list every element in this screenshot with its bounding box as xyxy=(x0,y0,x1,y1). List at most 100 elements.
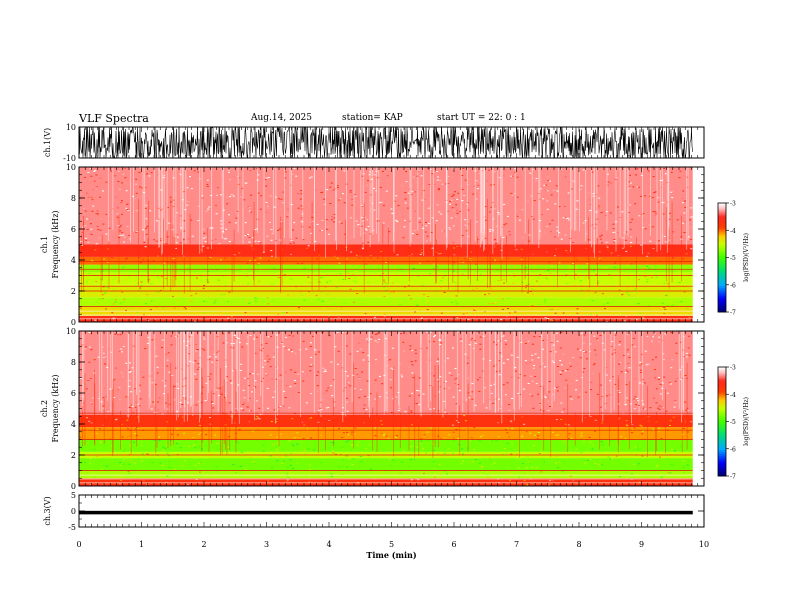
ch2-spectrogram-speckle xyxy=(529,361,532,363)
ch1-spectrogram-speckle xyxy=(193,170,196,172)
ch1-spectrogram-speckle xyxy=(546,288,549,289)
ch2-spectrogram-speckle xyxy=(521,416,524,418)
ch2-spectrogram-speckle xyxy=(590,389,593,391)
ch1-spectrogram-speckle xyxy=(466,279,469,281)
ch1-spectrogram-speckle xyxy=(96,225,99,227)
ch2-spectrogram-speckle xyxy=(688,335,691,337)
ch2-spectrogram-speckle xyxy=(624,472,627,474)
ch1-spectrogram-speckle xyxy=(235,217,238,219)
ch2-colorbar-label: log(PSD)(V²/Hz) xyxy=(743,397,750,446)
y-tick-label: 0 xyxy=(71,507,76,516)
ch2-spectrogram-speckle xyxy=(121,441,124,443)
ch2-spectrogram-speckle xyxy=(230,420,233,422)
ch2-spectrogram-speckle xyxy=(657,430,660,432)
ch1-spectrogram-speckle xyxy=(125,309,127,311)
ch2-spectrogram-speckle xyxy=(344,371,347,372)
ch1-spectrogram-speckle xyxy=(550,303,553,305)
ch2-spectrogram-speckle xyxy=(568,433,571,435)
ch2-spectrogram-speckle xyxy=(251,430,254,432)
ch2-colorbar-tick-label: -6 xyxy=(730,446,736,453)
ch2-spectrogram-speckle xyxy=(426,347,429,349)
ch2-spectrogram-speckle xyxy=(415,403,418,405)
ch2-spectrogram-speckle xyxy=(129,370,132,372)
ch1-spectrogram-speckle xyxy=(270,261,273,263)
ch1-spectrogram-speckle xyxy=(456,246,459,247)
ch2-spectrogram-speckle xyxy=(670,417,673,419)
ch1-spectrogram-speckle xyxy=(546,200,549,202)
ch1-spectrogram-speckle xyxy=(545,251,548,253)
ch1-spectrogram-speckle xyxy=(362,173,365,175)
ch1-spectrogram-speckle xyxy=(220,194,223,196)
ch1-spectrogram-speckle xyxy=(178,223,181,225)
ch2-spectrogram-speckle xyxy=(620,371,623,373)
ch2-spectrogram-speckle xyxy=(183,432,186,434)
ch1-spectrogram-speckle xyxy=(426,235,429,237)
ch3-waveform-trace xyxy=(79,510,693,515)
ch2-spectrogram-speckle xyxy=(320,462,323,464)
ch1-spectrogram-speckle xyxy=(290,240,293,242)
ch1-spectrogram-speckle xyxy=(588,199,591,201)
ch2-spectrogram-speckle xyxy=(253,338,256,340)
ch2-spectrogram-speckle xyxy=(354,388,356,390)
ch2-spectrogram-speckle xyxy=(414,360,417,362)
ch2-spectrogram-speckle xyxy=(532,367,535,369)
ch1-spectrogram-speckle xyxy=(572,241,575,243)
ch2-spectrogram-speckle xyxy=(299,425,302,427)
ch2-spectrogram-speckle xyxy=(392,459,395,461)
ch2-spectrogram-speckle xyxy=(250,456,253,458)
ch1-spectrogram-speckle xyxy=(599,259,602,261)
ch2-spectrogram-speckle xyxy=(315,420,318,422)
ch1-spectrogram-speckle xyxy=(618,317,621,318)
ch1-spectrogram-speckle xyxy=(187,238,190,240)
ch1-spectrogram-speckle xyxy=(232,195,235,197)
ch2-spectrogram-speckle xyxy=(686,431,689,433)
ch2-spectrogram-speckle xyxy=(287,477,290,478)
ch2-spectrogram-speckle xyxy=(242,463,245,465)
ch1-spectrogram-speckle xyxy=(114,301,117,303)
ch1-spectrogram-speckle xyxy=(690,248,693,250)
ch2-spectrogram-speckle xyxy=(549,406,552,407)
ch1-spectrogram-speckle xyxy=(107,301,110,303)
ch1-spectrogram-speckle xyxy=(461,273,464,275)
ch2-spectrogram-speckle xyxy=(399,472,402,474)
ch2-spectrogram-speckle xyxy=(314,442,317,444)
ch1-spectrogram-speckle xyxy=(550,194,553,196)
ch1-spectrogram-speckle xyxy=(209,257,212,259)
ch2-spectrogram-speckle xyxy=(119,483,122,485)
ch2-spectrogram-speckle xyxy=(330,385,333,387)
ch2-spectrogram-speckle xyxy=(341,437,344,438)
ch1-spectrogram-speckle xyxy=(395,275,398,277)
ch1-spectrogram-speckle xyxy=(340,269,343,271)
ch1-spectrogram-speckle xyxy=(125,207,128,209)
ch2-spectrogram-speckle xyxy=(420,471,423,473)
ch2-spectrogram-speckle xyxy=(594,462,597,464)
ch2-spectrogram-speckle xyxy=(522,388,525,390)
ch1-spectrogram-speckle xyxy=(333,307,336,308)
ch2-spectrogram-speckle xyxy=(292,468,294,469)
ch2-spectrogram-speckle xyxy=(663,483,666,485)
ch2-spectrogram-speckle xyxy=(633,427,636,429)
ch1-spectrogram-speckle xyxy=(484,237,487,239)
ch2-spectrogram-speckle xyxy=(276,416,279,418)
ch1-spectrogram-speckle xyxy=(513,275,516,277)
x-tick-label: 5 xyxy=(389,540,394,549)
ch2-spectrogram-speckle xyxy=(511,442,514,444)
ch1-spectrogram-speckle xyxy=(326,189,329,191)
ch1-spectrogram-speckle xyxy=(442,277,444,279)
ch1-spectrogram-speckle xyxy=(232,176,235,178)
ch2-spectrogram-speckle xyxy=(537,357,540,359)
ch2-spectrogram-speckle xyxy=(592,364,595,366)
ch2-spectrogram-speckle xyxy=(275,448,278,450)
ch2-spectrogram-speckle xyxy=(278,406,281,408)
ch2-spectrogram-speckle xyxy=(324,371,327,372)
ch2-spectrogram-speckle xyxy=(580,332,583,334)
ch1-spectrogram-speckle xyxy=(144,246,147,248)
ch1-spectrogram-speckle xyxy=(283,274,286,276)
ch1-spectrogram-speckle xyxy=(609,212,612,214)
ch1-spectrogram-speckle xyxy=(390,292,393,294)
ch2-spectrogram-speckle xyxy=(297,373,300,375)
ch2-spectrogram-speckle xyxy=(681,377,684,379)
ch2-spectrogram-speckle xyxy=(291,443,294,445)
ch1-spectrogram-speckle xyxy=(511,195,514,196)
